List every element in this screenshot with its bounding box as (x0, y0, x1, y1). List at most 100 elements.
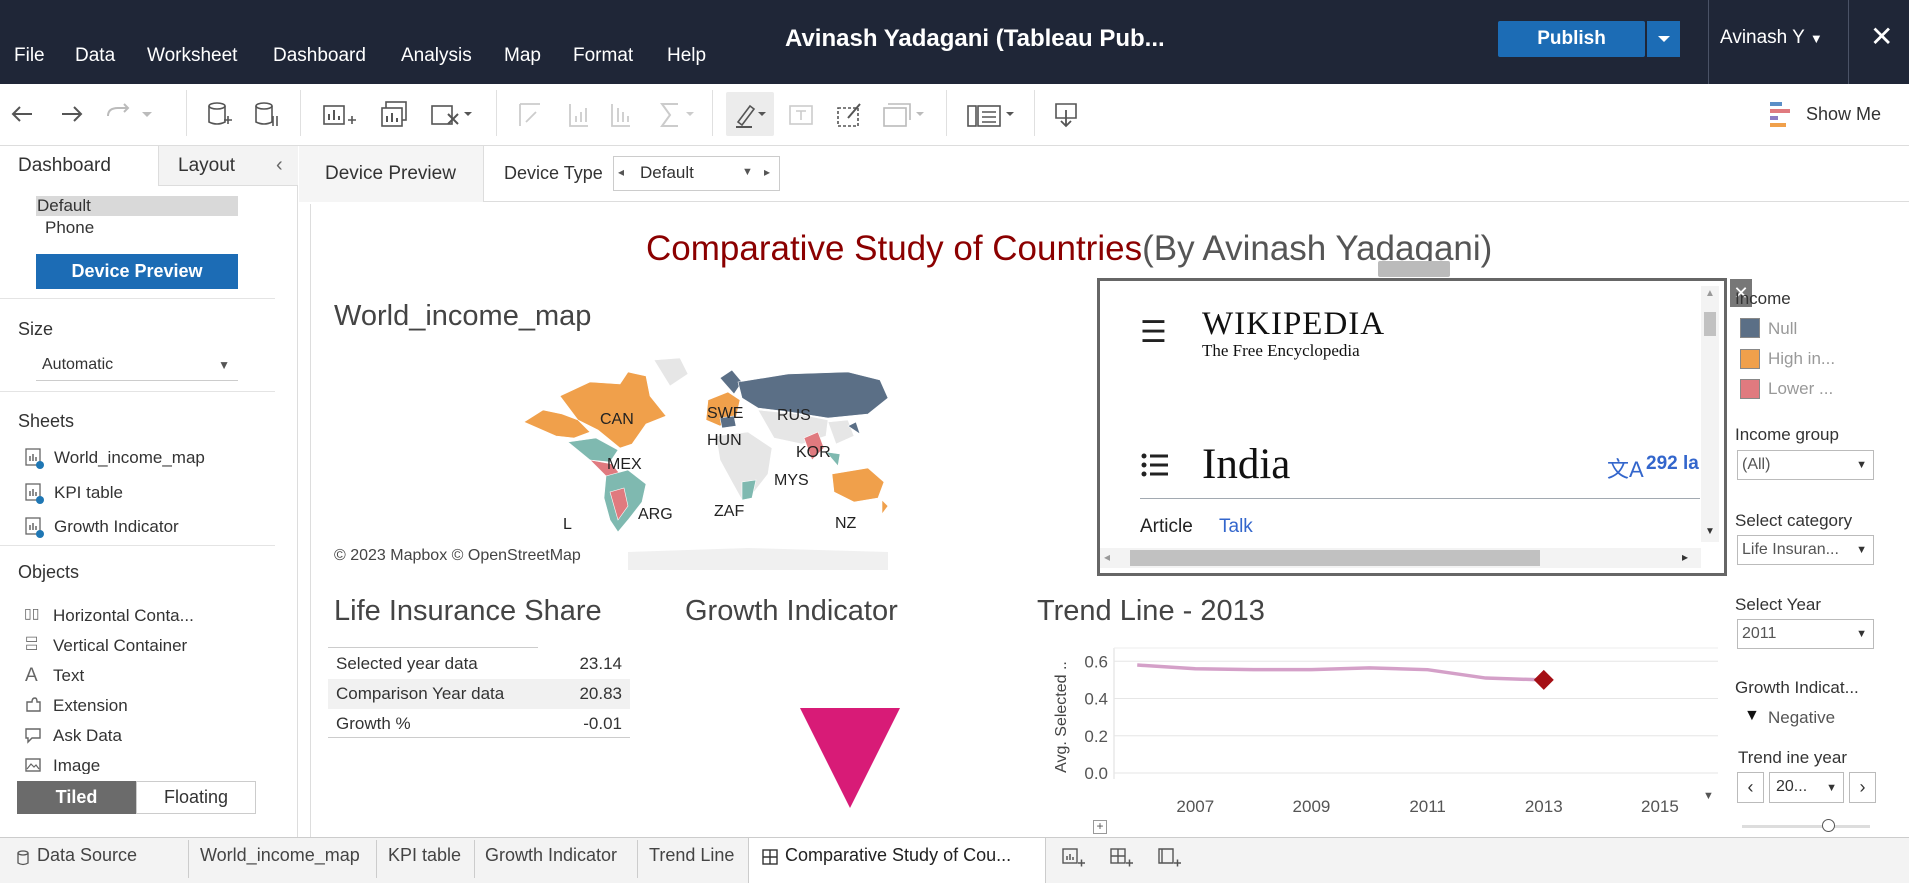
sheet-item-kpi-table[interactable] (24, 482, 44, 509)
highlight-point[interactable] (1533, 669, 1554, 690)
table-of-contents-icon[interactable] (1140, 452, 1170, 478)
drag-handle[interactable] (1378, 261, 1450, 277)
trend-year-dropdown[interactable]: 20... ▼ (1769, 772, 1844, 803)
object-image[interactable]: Image (53, 756, 101, 774)
expand-icon[interactable]: + (1093, 820, 1107, 834)
highlight-pen-icon[interactable] (732, 100, 772, 130)
menu-format[interactable]: Format (573, 45, 634, 66)
growth-down-triangle-icon[interactable] (798, 706, 902, 810)
year-dropdown[interactable]: 2011 ▼ (1737, 619, 1874, 649)
format-workbook-icon[interactable] (834, 100, 864, 130)
device-preview-button[interactable]: Device Preview (36, 254, 238, 289)
world-income-map[interactable] (328, 352, 1090, 570)
user-menu[interactable]: Avinash Y ▼ (1720, 27, 1823, 49)
wiki-languages-link[interactable]: 292 la (1646, 453, 1699, 474)
legend-swatch-high-income[interactable] (1740, 349, 1760, 369)
vertical-scrollbar[interactable]: ▲ ▼ (1701, 286, 1719, 542)
kpi-row[interactable]: Comparison Year data 20.83 (328, 679, 630, 709)
trend-year-slider-handle[interactable] (1822, 819, 1835, 832)
chevron-down-icon[interactable]: ▼ (1703, 790, 1714, 802)
close-icon[interactable]: ✕ (1870, 21, 1894, 52)
sheet-item-world-income-map[interactable] (24, 447, 44, 474)
object-extension[interactable]: Extension (53, 696, 128, 715)
kpi-row[interactable]: Selected year data 23.14 (328, 649, 630, 679)
undo-icon[interactable] (10, 102, 36, 126)
duplicate-sheet-icon[interactable] (380, 100, 410, 130)
new-story-tab-icon[interactable] (1158, 846, 1182, 868)
web-page-object[interactable] (1097, 278, 1727, 576)
close-icon[interactable]: ✕ (1730, 279, 1752, 307)
show-me-icon[interactable] (1768, 100, 1794, 128)
wiki-tab-article[interactable]: Article (1140, 516, 1193, 537)
category-dropdown[interactable]: Life Insuran... ▼ (1737, 535, 1874, 565)
pause-updates-icon[interactable] (253, 100, 279, 130)
replay-icon[interactable] (104, 102, 152, 126)
translate-icon[interactable]: 文A (1607, 457, 1644, 482)
tab-data-source[interactable]: Data Source (37, 845, 138, 865)
show-cards-icon[interactable] (966, 100, 1016, 130)
publish-dropdown-button[interactable] (1647, 21, 1680, 57)
tab-kpi-table[interactable]: KPI table (388, 845, 462, 865)
new-data-source-icon[interactable] (206, 100, 232, 130)
new-worksheet-icon[interactable] (322, 100, 362, 130)
legend-swatch-null[interactable] (1740, 318, 1760, 338)
menu-data[interactable]: Data (75, 45, 116, 66)
clear-sheet-icon[interactable] (430, 100, 474, 130)
floating-toggle[interactable]: Floating (136, 781, 256, 814)
menu-dashboard[interactable]: Dashboard (273, 45, 366, 66)
growth-filter-value[interactable]: Negative (1768, 708, 1836, 727)
publish-button[interactable]: Publish (1498, 21, 1645, 57)
object-horizontal-container[interactable]: Horizontal Conta... (53, 606, 194, 625)
device-option-phone[interactable]: Phone (45, 218, 95, 237)
trend-year-slider-track[interactable] (1742, 825, 1870, 828)
trend-line-chart[interactable]: 0.0 0.2 0.4 0.6 2007 2009 2011 2013 2015 (1068, 640, 1728, 820)
menu-file[interactable]: File (14, 45, 45, 66)
toolbar (0, 84, 1909, 146)
device-type-dropdown[interactable]: ◂ Default ▼ ▸ (613, 156, 780, 191)
scroll-left-icon[interactable]: ◂ (1104, 550, 1111, 564)
show-me-button[interactable]: Show Me (1806, 104, 1882, 124)
menu-help[interactable]: Help (667, 45, 707, 66)
map-attribution[interactable]: © 2023 Mapbox © OpenStreetMap (334, 547, 581, 564)
tiled-toggle[interactable]: Tiled (17, 781, 136, 814)
wiki-tab-talk[interactable]: Talk (1219, 516, 1253, 537)
size-dropdown[interactable]: Automatic ▼ (36, 353, 238, 381)
tab-growth-indicator[interactable]: Growth Indicator (485, 845, 618, 865)
arrow-right-icon[interactable]: ▸ (764, 165, 771, 179)
scrollbar-thumb[interactable] (1704, 312, 1716, 336)
scrollbar-thumb[interactable] (1130, 550, 1540, 566)
scroll-right-icon[interactable]: ▸ (1682, 550, 1689, 564)
new-dashboard-tab-icon[interactable] (1110, 846, 1134, 868)
new-worksheet-tab-icon[interactable] (1062, 846, 1086, 868)
sheet-item-growth-indicator[interactable] (24, 516, 44, 543)
legend-swatch-lower-income[interactable] (1740, 379, 1760, 399)
trend-series-line[interactable] (1137, 663, 1544, 682)
hamburger-menu-icon[interactable]: ☰ (1140, 316, 1167, 349)
menu-analysis[interactable]: Analysis (401, 45, 472, 66)
scroll-down-icon[interactable]: ▼ (1705, 526, 1715, 537)
trend-year-next-button[interactable]: › (1849, 772, 1876, 803)
device-preview-tab[interactable]: Device Preview (325, 163, 456, 184)
menu-worksheet[interactable]: Worksheet (147, 45, 238, 66)
kpi-row[interactable]: Growth % -0.01 (328, 709, 630, 739)
scroll-up-icon[interactable]: ▲ (1705, 288, 1715, 299)
tab-world-income-map[interactable]: World_income_map (200, 845, 360, 865)
object-ask-data[interactable]: Ask Data (53, 726, 122, 745)
horizontal-scrollbar[interactable]: ◂ ▸ (1100, 548, 1701, 568)
object-text[interactable]: Text (53, 666, 85, 685)
device-option-default[interactable]: Default (37, 196, 91, 215)
income-group-dropdown[interactable]: (All) ▼ (1737, 450, 1874, 480)
menu-map[interactable]: Map (504, 45, 541, 66)
tab-layout[interactable]: Layout (178, 155, 236, 176)
object-vertical-container[interactable]: Vertical Container (53, 636, 188, 655)
redo-icon[interactable] (58, 102, 84, 126)
tab-comparative-study[interactable]: Comparative Study of Cou... (785, 845, 1012, 865)
trend-year-prev-button[interactable]: ‹ (1737, 772, 1764, 803)
present-mode-icon[interactable] (1052, 100, 1080, 130)
arrow-left-icon[interactable]: ◂ (618, 165, 625, 179)
collapse-panel-icon[interactable]: ‹ (276, 154, 283, 176)
map-title: World_income_map (334, 300, 592, 332)
tab-trend-line[interactable]: Trend Line (649, 845, 735, 865)
tab-dashboard[interactable]: Dashboard (18, 155, 111, 176)
